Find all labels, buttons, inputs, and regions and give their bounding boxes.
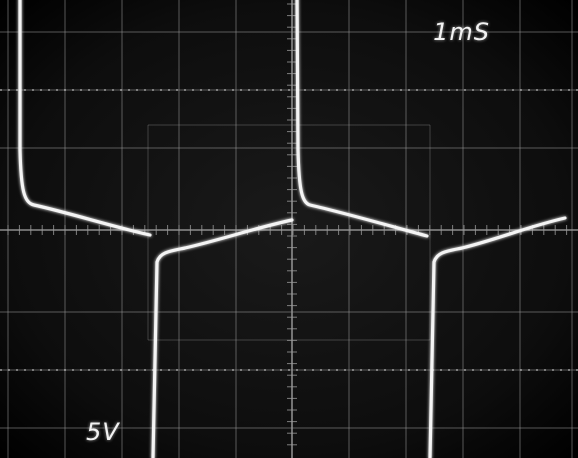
time-per-division-label: 1mS: [433, 18, 490, 46]
volts-per-division-label: 5V: [86, 418, 120, 446]
trace-segment: [428, 216, 567, 458]
waveform-trace: [18, 0, 567, 458]
trace-segment: [18, 0, 152, 237]
trace-segment: [295, 0, 429, 238]
trace-segment: [151, 218, 294, 458]
